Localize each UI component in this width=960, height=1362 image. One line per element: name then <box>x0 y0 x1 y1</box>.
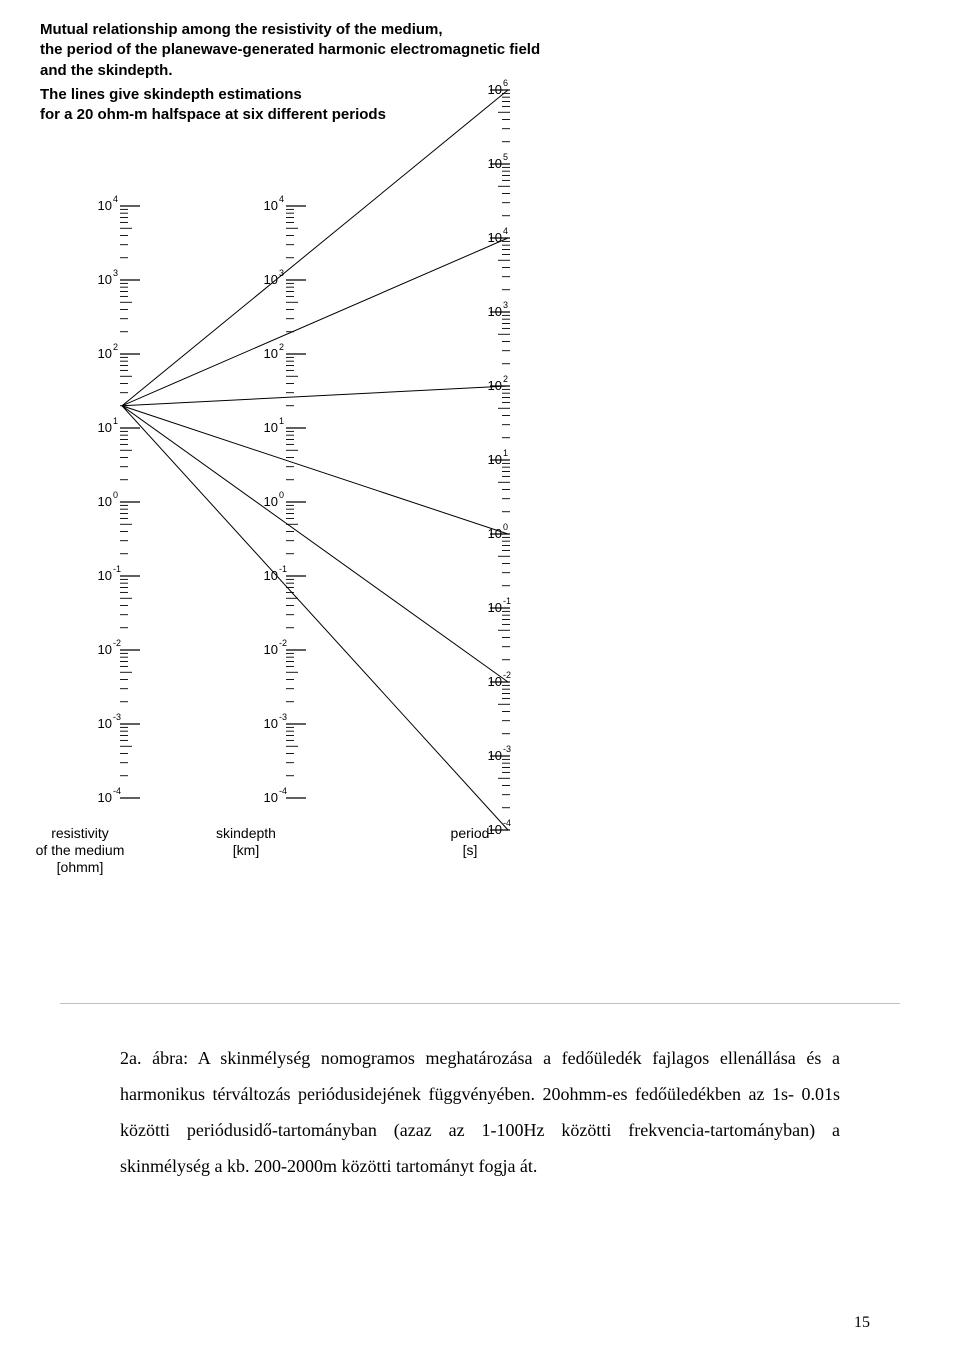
svg-text:0: 0 <box>113 490 118 500</box>
svg-text:10: 10 <box>98 494 112 509</box>
svg-text:-1: -1 <box>279 564 287 574</box>
svg-text:10: 10 <box>264 494 278 509</box>
svg-text:10: 10 <box>98 716 112 731</box>
svg-text:4: 4 <box>113 194 118 204</box>
title-line-1: Mutual relationship among the resistivit… <box>40 20 540 40</box>
svg-text:-3: -3 <box>503 744 511 754</box>
svg-text:3: 3 <box>503 300 508 310</box>
svg-text:2: 2 <box>279 342 284 352</box>
svg-text:4: 4 <box>279 194 284 204</box>
svg-text:0: 0 <box>279 490 284 500</box>
axis-label-resistivity: resistivity of the medium [ohmm] <box>20 825 140 875</box>
page-number: 15 <box>854 1314 870 1332</box>
svg-text:10: 10 <box>98 346 112 361</box>
svg-text:10: 10 <box>488 600 502 615</box>
axis-label-resistivity-1: resistivity <box>20 825 140 842</box>
axis-label-period-1: period <box>410 825 530 842</box>
page: Mutual relationship among the resistivit… <box>0 0 960 1362</box>
svg-text:5: 5 <box>503 152 508 162</box>
svg-text:-2: -2 <box>279 638 287 648</box>
svg-text:10: 10 <box>488 230 502 245</box>
svg-text:10: 10 <box>264 420 278 435</box>
figure-caption: 2a. ábra: A skinmélység nomogramos megha… <box>120 1040 840 1184</box>
svg-text:0: 0 <box>503 522 508 532</box>
axis-label-skindepth-2: [km] <box>186 842 306 859</box>
svg-text:10: 10 <box>264 716 278 731</box>
svg-text:1: 1 <box>113 416 118 426</box>
svg-text:4: 4 <box>503 226 508 236</box>
svg-text:2: 2 <box>113 342 118 352</box>
svg-text:10: 10 <box>98 272 112 287</box>
axis-label-skindepth-1: skindepth <box>186 825 306 842</box>
axis-label-resistivity-3: [ohmm] <box>20 859 140 876</box>
svg-text:-4: -4 <box>279 786 287 796</box>
separator-rule <box>60 1003 900 1004</box>
svg-text:-2: -2 <box>503 670 511 680</box>
svg-text:10: 10 <box>98 790 112 805</box>
nomogram-svg: 10410310210110010-110-210-310-4104103102… <box>40 70 640 920</box>
svg-text:10: 10 <box>488 304 502 319</box>
axis-label-skindepth: skindepth [km] <box>186 825 306 859</box>
svg-text:10: 10 <box>98 568 112 583</box>
svg-text:10: 10 <box>264 790 278 805</box>
svg-text:10: 10 <box>488 82 502 97</box>
axis-label-period: period [s] <box>410 825 530 859</box>
svg-text:-1: -1 <box>113 564 121 574</box>
svg-text:-3: -3 <box>113 712 121 722</box>
svg-text:10: 10 <box>264 642 278 657</box>
svg-text:10: 10 <box>488 452 502 467</box>
svg-text:10: 10 <box>488 748 502 763</box>
svg-text:10: 10 <box>264 346 278 361</box>
svg-text:10: 10 <box>488 156 502 171</box>
svg-text:10: 10 <box>98 420 112 435</box>
svg-text:10: 10 <box>488 378 502 393</box>
axis-label-period-2: [s] <box>410 842 530 859</box>
svg-text:-3: -3 <box>279 712 287 722</box>
axis-label-resistivity-2: of the medium <box>20 842 140 859</box>
svg-text:-4: -4 <box>113 786 121 796</box>
title-line-2: the period of the planewave-generated ha… <box>40 40 540 60</box>
svg-text:1: 1 <box>279 416 284 426</box>
svg-text:10: 10 <box>98 198 112 213</box>
svg-text:-1: -1 <box>503 596 511 606</box>
svg-text:6: 6 <box>503 78 508 88</box>
svg-text:3: 3 <box>113 268 118 278</box>
svg-text:-2: -2 <box>113 638 121 648</box>
svg-text:10: 10 <box>98 642 112 657</box>
svg-text:1: 1 <box>503 448 508 458</box>
svg-text:10: 10 <box>264 198 278 213</box>
svg-text:2: 2 <box>503 374 508 384</box>
